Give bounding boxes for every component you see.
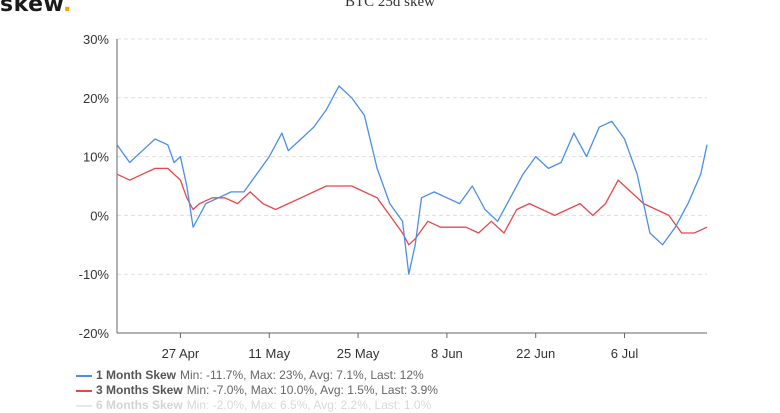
legend-series-stats: Min: -2.0%, Max: 6.5%, Avg: 2.2%, Last: … xyxy=(186,398,432,412)
x-tick-label: 27 Apr xyxy=(162,346,200,361)
y-tick-label: 10% xyxy=(83,150,109,165)
series-line-3-months-skew xyxy=(116,167,708,246)
legend-series-name: 6 Months Skew xyxy=(96,398,183,412)
skew-logo: skew. xyxy=(0,0,72,17)
y-tick-label: -20% xyxy=(79,326,110,341)
x-tick-label: 11 May xyxy=(248,346,290,361)
legend-item-1-month[interactable]: 1 Month Skew Min: -11.7%, Max: 23%, Avg:… xyxy=(76,368,438,383)
y-tick-label: 20% xyxy=(83,91,109,106)
legend-line-3-months xyxy=(76,389,92,392)
x-tick-label: 25 May xyxy=(337,346,380,361)
y-tick-label: 0% xyxy=(90,208,109,223)
legend-item-3-months[interactable]: 3 Months Skew Min: -7.0%, Max: 10.0%, Av… xyxy=(76,383,438,398)
series-line-1-month-skew xyxy=(116,85,708,275)
x-tick-label: 22 Jun xyxy=(516,346,555,361)
y-tick-label: 30% xyxy=(83,32,109,47)
legend-series-stats: Min: -11.7%, Max: 23%, Avg: 7.1%, Last: … xyxy=(180,368,424,382)
legend-series-name: 1 Month Skew xyxy=(96,368,177,382)
legend-item-6-months[interactable]: 6 Months Skew Min: -2.0%, Max: 6.5%, Avg… xyxy=(76,398,438,413)
x-tick-label: 8 Jun xyxy=(431,346,463,361)
chart-title: BTC 25d skew xyxy=(345,0,435,10)
chart-legend: 1 Month Skew Min: -11.7%, Max: 23%, Avg:… xyxy=(76,368,438,413)
y-tick-label: -10% xyxy=(79,267,110,282)
legend-series-name: 3 Months Skew xyxy=(96,383,183,397)
legend-line-1-month xyxy=(76,374,92,377)
x-tick-label: 6 Jul xyxy=(611,346,639,361)
legend-series-stats: Min: -7.0%, Max: 10.0%, Avg: 1.5%, Last:… xyxy=(186,383,438,397)
